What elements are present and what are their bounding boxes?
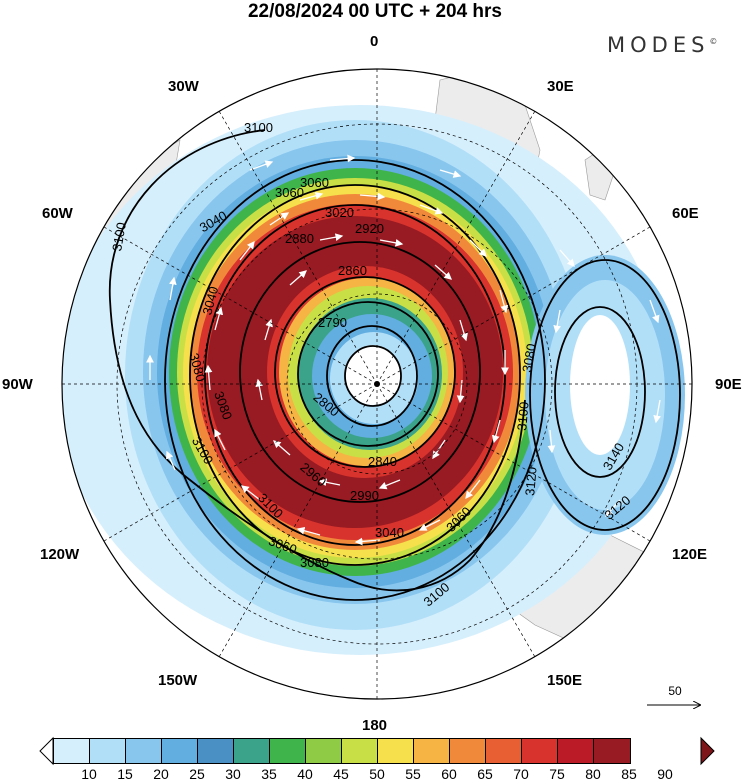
colorbar-cell xyxy=(450,739,486,763)
colorbar-tick-label: 65 xyxy=(477,766,493,782)
contour-label: 2880 xyxy=(285,231,314,246)
contour-3060 xyxy=(189,184,521,566)
colorbar-tick-label: 25 xyxy=(189,766,205,782)
colorbar-cell xyxy=(198,739,234,763)
madagascar-land xyxy=(584,149,616,201)
lon-label-150e: 150E xyxy=(547,672,583,689)
contour-2790 xyxy=(344,345,402,407)
contour-3100-west xyxy=(108,129,526,592)
contour-label: 3100 xyxy=(514,401,531,431)
colorbar-tick-label: 50 xyxy=(369,766,385,782)
colorbar-cell xyxy=(90,739,126,763)
colorbar-cell xyxy=(378,739,414,763)
colorbar-cell xyxy=(522,739,558,763)
contour-2800 xyxy=(326,325,418,427)
lon-label-90e: 90E xyxy=(715,376,742,393)
colorbar-tick-label: 15 xyxy=(117,766,133,782)
contour-label: 3080 xyxy=(186,351,208,383)
contour-label: 2990 xyxy=(350,488,379,503)
reference-vector-label: 50 xyxy=(668,684,682,698)
lon-label-60e: 60E xyxy=(672,205,699,222)
colorbar-tick-label: 70 xyxy=(513,766,529,782)
contour-label: 3120 xyxy=(522,466,539,496)
contour-label: 3080 xyxy=(519,342,539,373)
colorbar-tick-label: 35 xyxy=(261,766,277,782)
colorbar-cell xyxy=(486,739,522,763)
colorbar-tick-label: 10 xyxy=(81,766,97,782)
colorbar-cell xyxy=(54,739,90,763)
colorbar-cell xyxy=(414,739,450,763)
contour-label: 3040 xyxy=(199,285,221,317)
colorbar-cell xyxy=(558,739,594,763)
colorbar-tick-label: 80 xyxy=(585,766,601,782)
colorbar-tick-label: 20 xyxy=(153,766,169,782)
lon-label-30w: 30W xyxy=(168,78,199,95)
contour-label: 3100 xyxy=(109,221,129,252)
east-jet-core xyxy=(570,315,630,455)
colorbar-tick-label: 60 xyxy=(441,766,457,782)
colorbar-cell xyxy=(306,739,342,763)
colorbar xyxy=(53,738,631,764)
reference-vector: 50 xyxy=(645,684,705,712)
lon-label-60w: 60W xyxy=(42,205,73,222)
graticule xyxy=(62,69,692,699)
contour-label: 3060 xyxy=(275,185,304,200)
contour-3120 xyxy=(529,259,681,531)
colorbar-cell xyxy=(234,739,270,763)
contour-label: 2840 xyxy=(368,454,397,469)
lon-label-150w: 150W xyxy=(158,672,198,689)
map-title: 22/08/2024 00 UTC + 204 hrs xyxy=(247,1,503,22)
colorbar-tick-label: 90 xyxy=(657,766,673,782)
colorbar-cell xyxy=(270,739,306,763)
colorbar-tick-label: 75 xyxy=(549,766,565,782)
map-content xyxy=(62,69,692,699)
contour-label: 3080 xyxy=(300,555,329,570)
contour-2880 xyxy=(274,276,456,468)
colorbar-labels: 10 15 20 25 30 35 40 45 50 55 60 65 70 75 80 85 90 xyxy=(53,766,703,782)
lon-label-30e: 30E xyxy=(547,78,574,95)
colorbar-tick-label: 55 xyxy=(405,766,421,782)
brand-mark: © xyxy=(709,37,718,46)
wind-band-core xyxy=(345,345,401,405)
colorbar-cell xyxy=(126,739,162,763)
wind-vectors xyxy=(146,154,661,546)
contour-label: 3060 xyxy=(300,175,329,190)
contour-label: 2860 xyxy=(338,263,367,278)
colorbar-tick-label: 45 xyxy=(333,766,349,782)
colorbar-tick-label: 85 xyxy=(621,766,637,782)
colorbar-tick-label: 40 xyxy=(297,766,313,782)
contour-label: 3020 xyxy=(325,205,354,220)
contour-label: 3040 xyxy=(375,525,404,540)
colorbar-cell xyxy=(342,739,378,763)
lon-label-180: 180 xyxy=(362,717,388,734)
colorbar-min-cap xyxy=(39,736,54,766)
lon-label-120e: 120E xyxy=(672,546,708,563)
brand-name: MODES xyxy=(607,33,710,57)
contour-3140 xyxy=(554,306,646,478)
colorbar-cell xyxy=(162,739,198,763)
map-border xyxy=(61,68,693,700)
lon-label-0: 0 xyxy=(370,33,379,50)
contour-label: 2920 xyxy=(355,221,384,236)
contour-2840 xyxy=(297,301,439,447)
colorbar-tick-label: 30 xyxy=(225,766,241,782)
contour-label: 2790 xyxy=(318,315,347,330)
brand-logo: MODES© xyxy=(607,33,717,57)
colorbar-cell xyxy=(594,739,630,763)
lon-label-120w: 120W xyxy=(40,546,80,563)
pole-marker xyxy=(374,381,380,387)
contour-2960 xyxy=(239,241,481,503)
colorbar-max-cap xyxy=(700,736,715,766)
contour-label: 3100 xyxy=(244,120,273,135)
lon-label-90w: 90W xyxy=(2,376,33,393)
